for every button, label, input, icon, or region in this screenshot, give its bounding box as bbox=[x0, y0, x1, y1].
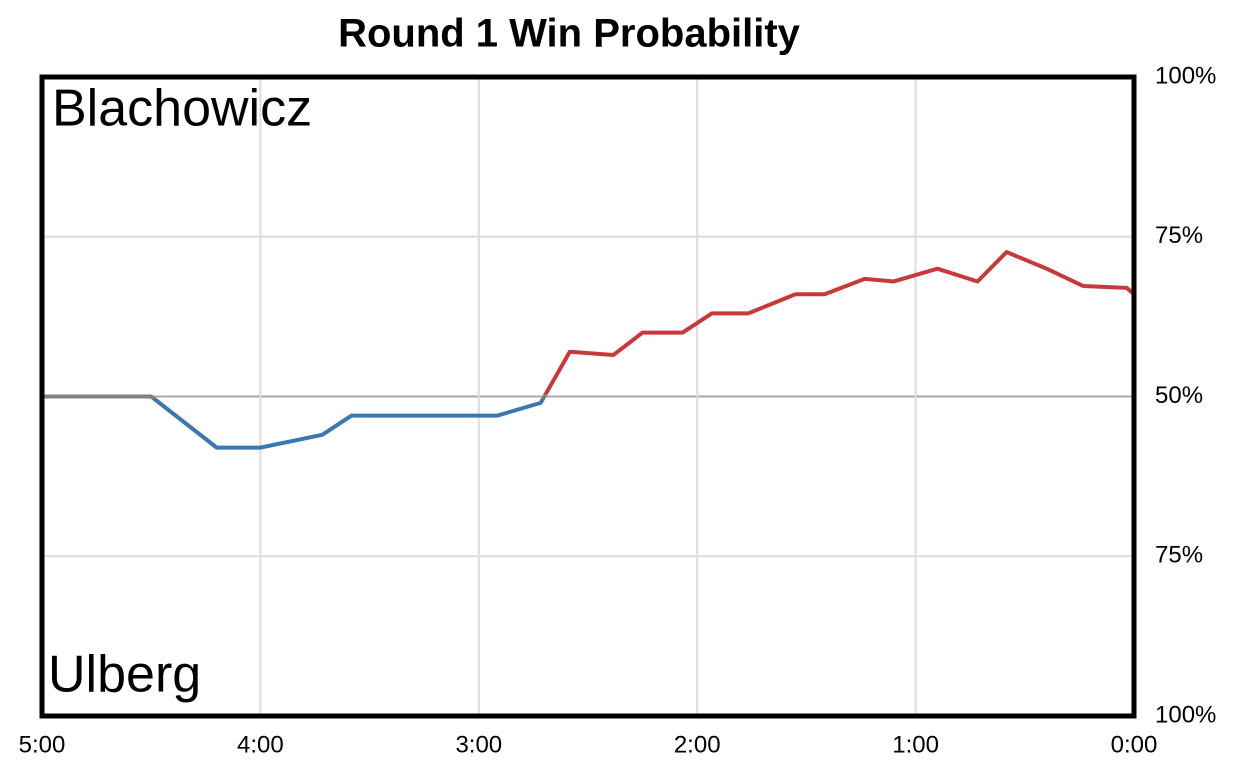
x-tick-label: 5:00 bbox=[19, 731, 66, 758]
y-tick-label: 50% bbox=[1155, 382, 1203, 409]
annotation: Ulberg bbox=[48, 646, 201, 704]
x-tick-label: 1:00 bbox=[892, 731, 939, 758]
chart-title: Round 1 Win Probability bbox=[338, 12, 801, 56]
x-tick-label: 0:00 bbox=[1111, 731, 1158, 758]
grid bbox=[41, 76, 1135, 717]
plot-frame bbox=[39, 74, 1137, 719]
x-tick-label: 2:00 bbox=[674, 731, 721, 758]
plot bbox=[42, 250, 1136, 450]
y-tick-label: 100% bbox=[1155, 701, 1216, 728]
y-tick-label: 75% bbox=[1155, 222, 1203, 249]
win-probability-line bbox=[42, 250, 1136, 450]
x-tick-label: 4:00 bbox=[237, 731, 284, 758]
annotation: Blachowicz bbox=[52, 80, 312, 138]
y-tick-label: 75% bbox=[1155, 542, 1203, 569]
x-tick-label: 3:00 bbox=[455, 731, 502, 758]
y-tick-label: 100% bbox=[1155, 62, 1216, 89]
